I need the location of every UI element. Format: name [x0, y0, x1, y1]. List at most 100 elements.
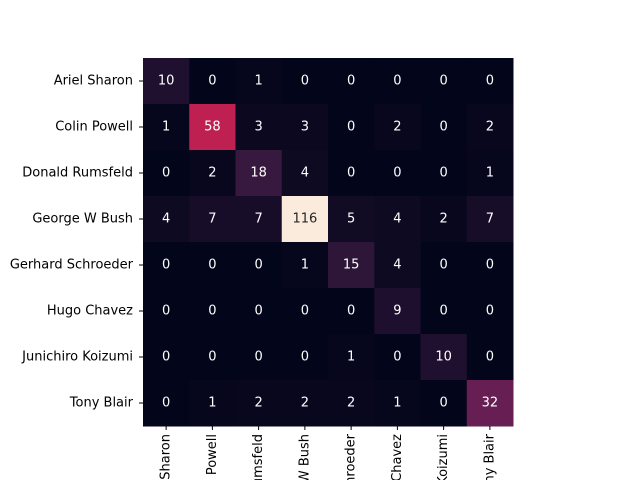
heatmap-cell	[328, 242, 375, 289]
heatmap-cell	[328, 334, 375, 381]
y-tick-label: George W Bush	[32, 212, 133, 227]
heatmap-cell	[189, 150, 236, 197]
heatmap-cell	[374, 380, 421, 427]
cell-label: 0	[301, 350, 309, 365]
cell-label: 0	[439, 166, 447, 181]
cell-label: 1	[486, 166, 494, 181]
cell-label: 0	[439, 304, 447, 319]
heatmap-cell	[235, 242, 283, 289]
cell-label: 2	[254, 396, 262, 411]
cell-label: 4	[393, 212, 401, 227]
heatmap-cell	[143, 150, 190, 197]
heatmap-cell	[328, 58, 375, 105]
cell-label: 1	[301, 258, 309, 273]
cell-label: 5	[347, 212, 355, 227]
cell-label: 0	[208, 74, 216, 89]
y-tick-label: Gerhard Schroeder	[10, 258, 134, 273]
y-tick-label: Hugo Chavez	[47, 304, 133, 319]
cell-label: 2	[393, 120, 401, 135]
heatmap-cell	[281, 288, 329, 335]
heatmap-cell	[466, 58, 514, 105]
cell-label: 0	[162, 350, 170, 365]
cell-label: 1	[254, 74, 262, 89]
cell-label: 0	[162, 396, 170, 411]
heatmap-cell	[328, 150, 375, 197]
cell-label: 0	[393, 74, 401, 89]
heatmap-cell	[235, 380, 283, 427]
x-tick-label: Tony Blair	[482, 433, 497, 480]
x-tick-label: Junichiro Koizumi	[436, 434, 451, 480]
heatmap-cell	[466, 380, 514, 427]
y-tick-label: Donald Rumsfeld	[22, 166, 133, 181]
heatmap-cell	[143, 196, 190, 243]
heatmap-cell	[189, 58, 236, 105]
heatmap-cell	[143, 104, 190, 151]
heatmap-cell	[143, 334, 190, 381]
cell-label: 32	[482, 396, 499, 411]
heatmap-cell	[328, 288, 375, 335]
heatmap-cell	[235, 150, 283, 197]
cell-label: 4	[162, 212, 170, 227]
heatmap-cell	[235, 58, 283, 105]
cell-label: 15	[343, 258, 360, 273]
cell-label: 2	[486, 120, 494, 135]
cell-label: 0	[208, 350, 216, 365]
cell-label: 4	[301, 166, 309, 181]
cell-label: 0	[347, 120, 355, 135]
heatmap-cell	[420, 150, 468, 197]
cell-label: 0	[301, 74, 309, 89]
cell-label: 2	[301, 396, 309, 411]
heatmap-cell	[374, 150, 421, 197]
heatmap-cell	[189, 196, 236, 243]
cell-label: 1	[347, 350, 355, 365]
heatmap-cell	[143, 242, 190, 289]
heatmap-cell	[281, 150, 329, 197]
heatmap-cell	[235, 196, 283, 243]
cell-label: 9	[393, 304, 401, 319]
cell-label: 2	[208, 166, 216, 181]
cell-label: 0	[254, 258, 262, 273]
cell-label: 10	[158, 74, 175, 89]
cell-label: 7	[254, 212, 262, 227]
heatmap-cell	[189, 288, 236, 335]
heatmap-cell	[420, 288, 468, 335]
cell-label: 0	[439, 396, 447, 411]
heatmap-cell	[143, 58, 190, 105]
heatmap-cell	[374, 288, 421, 335]
heatmap-cell	[374, 104, 421, 151]
cell-label: 0	[162, 304, 170, 319]
heatmap-cell	[374, 334, 421, 381]
heatmap-cell	[189, 242, 236, 289]
heatmap-cell	[281, 334, 329, 381]
heatmap-cell	[189, 104, 236, 151]
cell-label: 1	[162, 120, 170, 135]
heatmap-cell	[466, 196, 514, 243]
heatmap-cell	[466, 288, 514, 335]
cell-label: 116	[292, 212, 317, 227]
cell-label: 0	[208, 304, 216, 319]
heatmap-cell	[235, 334, 283, 381]
heatmap-cell	[466, 150, 514, 197]
cell-label: 7	[208, 212, 216, 227]
heatmap-cell	[328, 104, 375, 151]
cell-label: 58	[204, 120, 221, 135]
x-tick-label: Ariel Sharon	[159, 434, 174, 480]
heatmap-cell	[420, 242, 468, 289]
cell-label: 1	[393, 396, 401, 411]
heatmap-cell	[281, 196, 329, 243]
cell-label: 0	[393, 350, 401, 365]
x-tick-label: Donald Rumsfeld	[251, 434, 266, 480]
heatmap-cell	[374, 242, 421, 289]
cell-label: 0	[162, 166, 170, 181]
cell-label: 0	[486, 304, 494, 319]
heatmap-cell	[420, 334, 468, 381]
cell-label: 18	[250, 166, 267, 181]
heatmap-cell	[420, 196, 468, 243]
cell-label: 0	[486, 74, 494, 89]
cell-label: 0	[301, 304, 309, 319]
cell-label: 0	[486, 258, 494, 273]
y-tick-label: Tony Blair	[69, 396, 134, 411]
heatmap-cell	[328, 380, 375, 427]
heatmap-cell	[281, 242, 329, 289]
heatmap-cell	[466, 104, 514, 151]
